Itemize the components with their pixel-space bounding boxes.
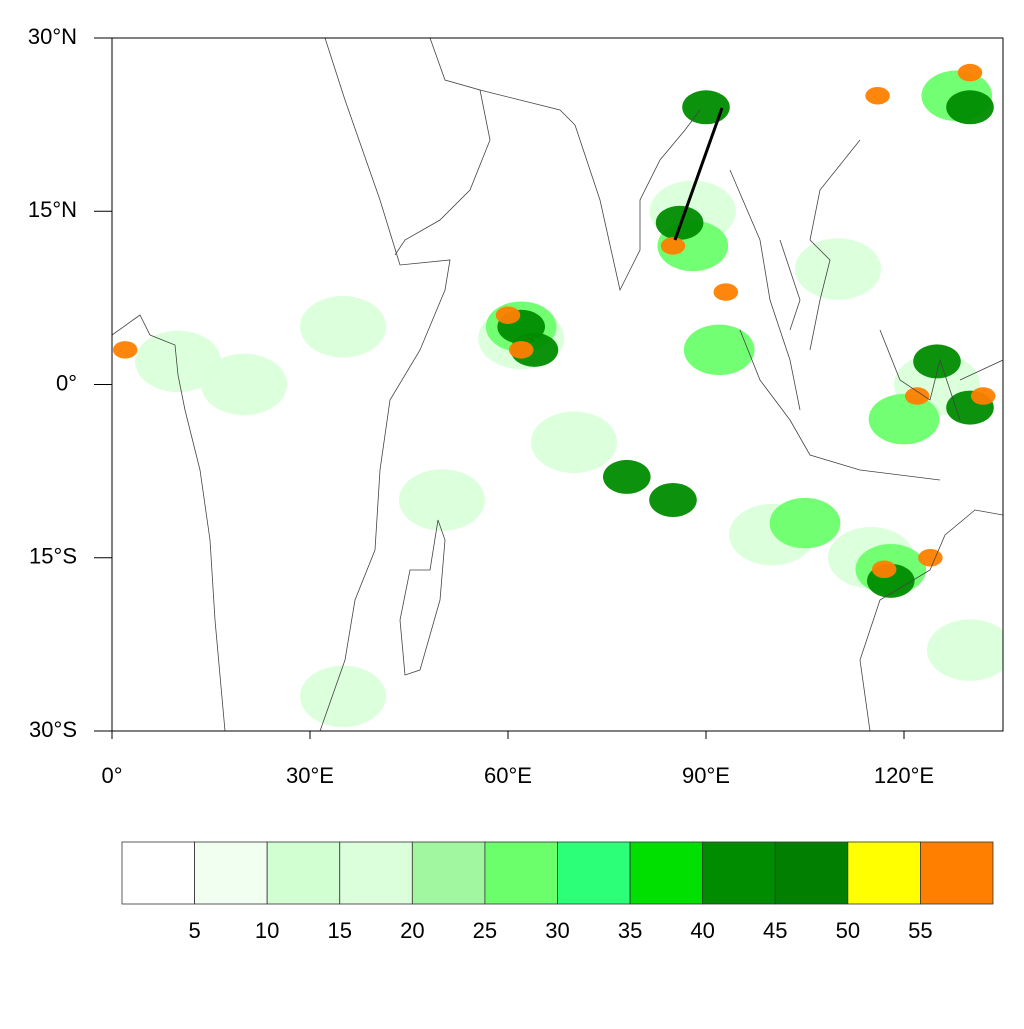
coastlines — [112, 38, 1003, 731]
colorbar-label: 25 — [473, 918, 497, 943]
contour-cell — [299, 665, 387, 728]
x-tick-label: 120°E — [874, 763, 934, 788]
colorbar-box — [920, 841, 994, 905]
contour-cell — [926, 619, 1003, 681]
y-tick-label: 0° — [56, 370, 77, 395]
colorbar-box — [629, 841, 704, 905]
colorbar-box — [484, 841, 558, 905]
colorbar-label: 35 — [618, 918, 642, 943]
coast-indonesia — [739, 329, 1003, 481]
contour-cell — [946, 90, 994, 125]
contour-cell — [495, 306, 521, 324]
contour-cell — [200, 353, 288, 416]
colorbar-box — [411, 841, 486, 905]
contour-cell — [530, 411, 618, 473]
colorbar-label: 40 — [690, 918, 714, 943]
x-tick-label: 60°E — [484, 763, 532, 788]
coast-arabia — [394, 38, 576, 256]
contour-cell — [649, 483, 697, 517]
colorbar-label: 15 — [328, 918, 352, 943]
contour-cell — [769, 497, 841, 549]
contour-cell — [660, 237, 686, 255]
y-tick-label: 15°S — [29, 544, 77, 569]
contour-cell — [134, 330, 222, 393]
contour-cell — [603, 459, 651, 494]
x-tick-label: 0° — [101, 763, 122, 788]
coast-australia — [859, 509, 1003, 731]
contour-cell — [868, 393, 940, 445]
contour-cell — [970, 387, 996, 405]
contour-cell — [794, 238, 882, 300]
y-tick-label: 15°N — [28, 197, 77, 222]
contour-cell — [871, 560, 897, 579]
colorbar-label: 20 — [400, 918, 424, 943]
colorbar-box — [557, 841, 631, 905]
contour-cell — [112, 341, 138, 359]
contour-field — [112, 63, 1003, 728]
y-tick-label: 30°S — [29, 717, 77, 742]
y-tick-label: 30°N — [28, 24, 77, 49]
contour-cell — [904, 387, 930, 405]
x-tick-label: 30°E — [286, 763, 334, 788]
contour-cell — [682, 90, 730, 125]
contour-cell — [713, 283, 739, 301]
contour-cell — [918, 549, 943, 567]
contour-cell — [398, 469, 486, 531]
colorbar-box — [339, 841, 413, 905]
colorbar-label: 50 — [836, 918, 860, 943]
contour-cell — [683, 324, 755, 376]
track — [673, 107, 724, 241]
colorbar-box — [194, 841, 268, 905]
contour-cell — [299, 296, 387, 358]
colorbar-box — [774, 841, 849, 905]
contour-cell — [957, 63, 983, 82]
colorbar-box — [847, 841, 921, 905]
colorbar-box — [121, 841, 195, 905]
colorbar-label: 5 — [188, 918, 200, 943]
colorbar-box — [702, 841, 776, 905]
colorbar-label: 30 — [545, 918, 569, 943]
contour-cell — [508, 341, 534, 359]
colorbar-label: 55 — [908, 918, 932, 943]
colorbar-label: 45 — [763, 918, 787, 943]
coast-madagascar — [399, 519, 446, 676]
colorbar-box — [266, 841, 341, 905]
contour-cell — [913, 344, 961, 379]
colorbar-label: 10 — [255, 918, 279, 943]
contour-cell — [865, 87, 890, 105]
coast-india — [574, 109, 701, 292]
x-tick-label: 90°E — [682, 763, 730, 788]
coast-africa — [112, 38, 451, 731]
coast-seasia — [729, 139, 861, 411]
